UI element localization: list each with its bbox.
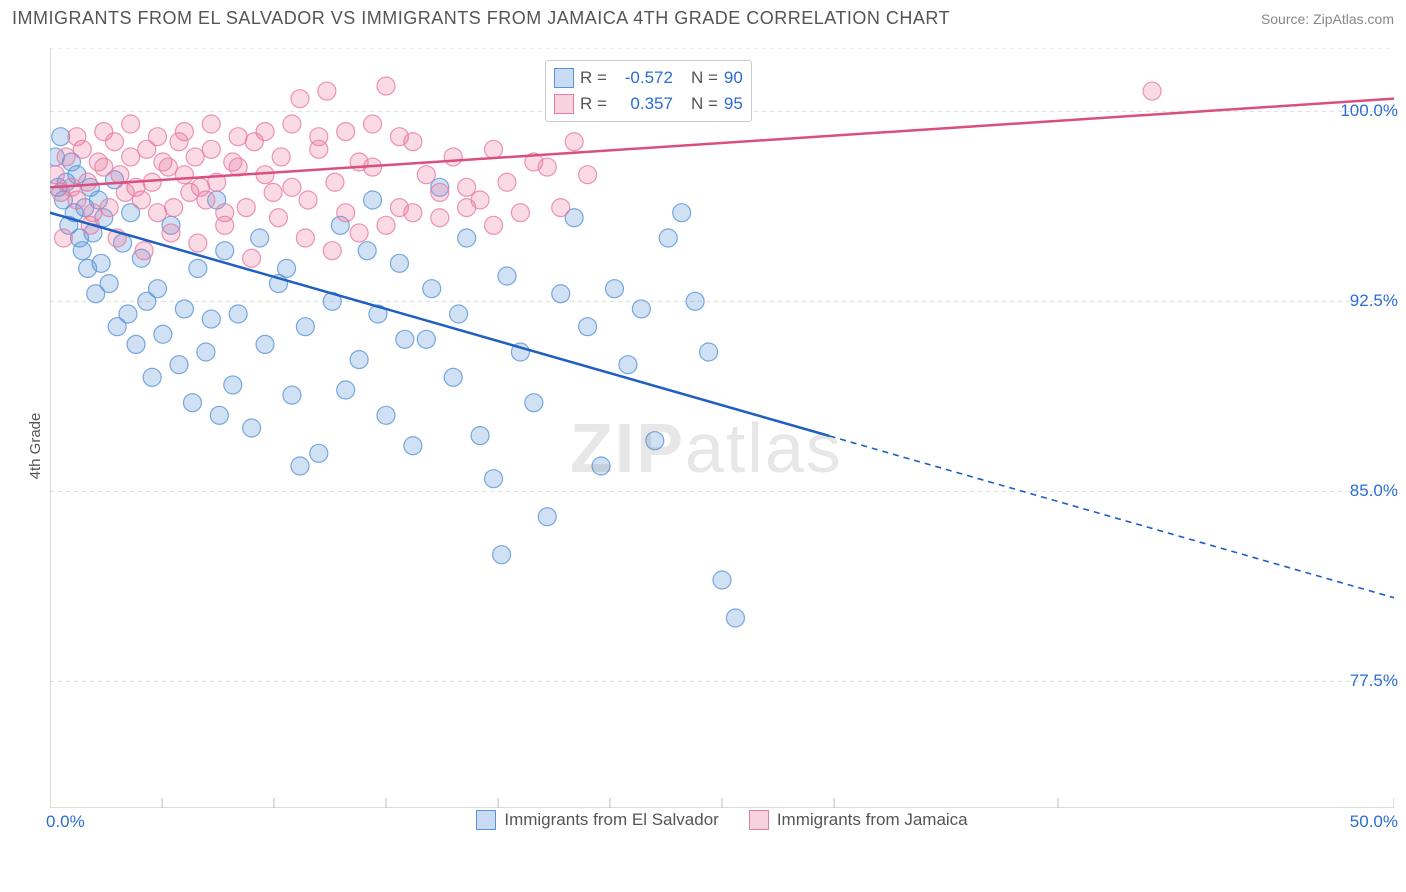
y-tick-label: 85.0% xyxy=(1350,481,1398,501)
legend-swatch-icon xyxy=(476,810,496,830)
stats-r-value: -0.572 xyxy=(613,65,673,91)
stats-n-value: 95 xyxy=(724,91,743,117)
y-axis-tick-labels: 100.0% 92.5% 85.0% 77.5% xyxy=(1318,48,1398,808)
stats-n-label: N = xyxy=(691,65,718,91)
legend-item-el-salvador: Immigrants from El Salvador xyxy=(476,810,718,830)
legend-label: Immigrants from El Salvador xyxy=(504,810,718,830)
chart-source: Source: ZipAtlas.com xyxy=(1261,11,1394,27)
stats-r-value: 0.357 xyxy=(613,91,673,117)
correlation-stats-box: R =-0.572 N =90 R =0.357 N =95 xyxy=(545,60,752,122)
legend-item-jamaica: Immigrants from Jamaica xyxy=(749,810,968,830)
stats-swatch-icon xyxy=(554,94,574,114)
stats-n-label: N = xyxy=(691,91,718,117)
y-tick-label: 92.5% xyxy=(1350,291,1398,311)
legend-swatch-icon xyxy=(749,810,769,830)
chart-title: IMMIGRANTS FROM EL SALVADOR VS IMMIGRANT… xyxy=(12,8,950,29)
y-tick-label: 77.5% xyxy=(1350,671,1398,691)
y-tick-label: 100.0% xyxy=(1340,101,1398,121)
chart-container: R =-0.572N =90R =0.357N =95 ZIPatlas xyxy=(50,48,1394,808)
stats-row: R =-0.572 N =90 xyxy=(554,65,743,91)
stats-n-value: 90 xyxy=(724,65,743,91)
stats-r-label: R = xyxy=(580,91,607,117)
stats-row: R =0.357 N =95 xyxy=(554,91,743,117)
stats-r-label: R = xyxy=(580,65,607,91)
legend-label: Immigrants from Jamaica xyxy=(777,810,968,830)
y-axis-label: 4th Grade xyxy=(27,413,44,480)
stats-swatch-icon xyxy=(554,68,574,88)
bottom-legend: Immigrants from El Salvador Immigrants f… xyxy=(50,810,1394,830)
scatter-plot xyxy=(50,48,1394,808)
chart-header: IMMIGRANTS FROM EL SALVADOR VS IMMIGRANT… xyxy=(0,0,1406,33)
